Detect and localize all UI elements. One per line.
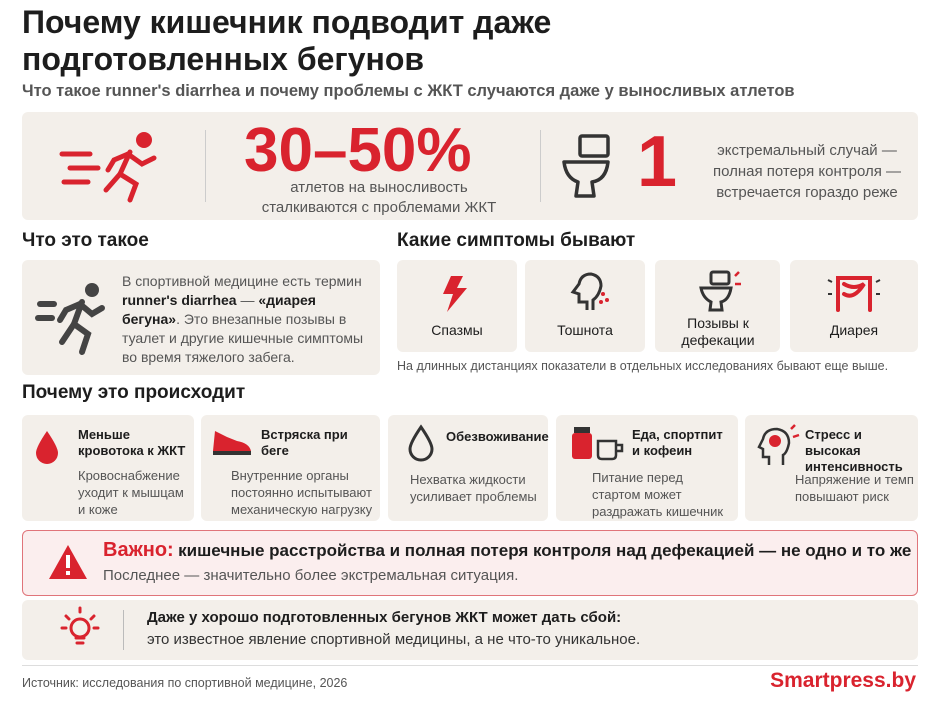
cause-title: Стресс и высокая интенсивность: [805, 427, 903, 474]
symptom-label: Позывы к дефекации: [681, 315, 755, 348]
cause-card: Меньше кровотока к ЖКТ Кровоснабжение ух…: [22, 415, 194, 521]
main-text: атлетов на выносливость сталкиваются с п…: [261, 179, 497, 216]
important-label: Важно:: [103, 539, 174, 561]
text: —: [236, 292, 259, 308]
tip-title: Даже у хорошо подготовленных бегунов ЖКТ…: [147, 609, 622, 626]
cause-title: Еда, спортпит и кофеин: [632, 427, 723, 458]
tip-text: это известное явление спортивной медицин…: [147, 631, 641, 648]
food-icon: [572, 427, 624, 461]
drop-icon: [408, 424, 434, 462]
cause-text: Внутренние органы постоянно испытывают м…: [231, 468, 373, 517]
important-box: Важно: кишечные расстройства и полная по…: [22, 530, 918, 596]
divider: [123, 610, 124, 650]
symptom-card: Спазмы: [397, 260, 517, 352]
cause-text: Нехватка жидкости усиливает проблемы: [410, 472, 537, 504]
text: . Это внезапные позывы в туалет и другие…: [122, 311, 364, 365]
cause-text: Питание перед стартом может раздражать к…: [592, 470, 724, 519]
what-box: В спортивной медицине есть термин runner…: [22, 260, 380, 375]
section-title: Что это такое: [22, 230, 149, 251]
cause-card: Встряска при беге Внутренние органы пост…: [201, 415, 380, 521]
important-text: кишечные расстройства и полная потеря ко…: [178, 541, 912, 560]
shoe-icon: [213, 431, 251, 455]
title: Почему кишечник подводит даже подготовле…: [22, 4, 552, 77]
bulb-icon: [60, 606, 100, 645]
important-line: Важно: кишечные расстройства и полная по…: [103, 539, 911, 562]
divider: [205, 130, 206, 202]
tip-box: Даже у хорошо подготовленных бегунов ЖКТ…: [22, 600, 918, 660]
extreme-value: 1: [637, 122, 678, 202]
term: «диарея бегуна»: [122, 292, 316, 327]
source: Источник: исследования по спортивной мед…: [22, 676, 348, 690]
cause-title: Меньше кровотока к ЖКТ: [78, 427, 186, 458]
main-value: 30–50%: [244, 116, 472, 185]
toilet-icon: [562, 134, 610, 198]
note: На длинных дистанциях показатели в отдел…: [397, 359, 889, 373]
intestine-icon: [827, 276, 881, 312]
brand: Smartpress.by: [770, 669, 916, 692]
cause-card: Еда, спортпит и кофеин Питание перед ста…: [556, 415, 738, 521]
term: runner's diarrhea: [122, 292, 237, 308]
symptom-label: Диарея: [829, 322, 879, 338]
footer-rule: [22, 665, 918, 666]
drop-icon: [36, 431, 58, 464]
divider: [540, 130, 541, 202]
spasm-icon: [443, 276, 467, 312]
subtitle: Что такое runner's diarrhea и почему про…: [22, 82, 795, 100]
what-text: В спортивной медицине есть термин runner…: [122, 272, 372, 367]
cause-title: Встряска при беге: [261, 427, 348, 458]
section-title: Какие симптомы бывают: [397, 230, 636, 251]
symptom-card: Диарея: [790, 260, 918, 352]
symptom-label: Тошнота: [557, 322, 613, 338]
warning-icon: [49, 545, 87, 579]
runner-icon: [35, 283, 105, 355]
cause-text: Напряжение и темп повышают риск: [795, 472, 914, 504]
runner-icon: [59, 132, 157, 203]
nausea-icon: [570, 272, 609, 310]
section-title: Почему это происходит: [22, 382, 246, 403]
toilet-icon: [699, 270, 741, 312]
text: В спортивной медицине есть термин: [122, 273, 362, 289]
cause-text: Кровоснабжение уходит к мышцам и коже: [78, 468, 184, 517]
cause-title: Обезвоживание: [446, 429, 549, 444]
symptom-label: Спазмы: [431, 322, 483, 338]
stress-icon: [757, 424, 800, 465]
symptom-card: Позывы к дефекации: [655, 260, 780, 352]
extreme-text: экстремальный случай — полная потеря кон…: [712, 142, 902, 201]
important-subtext: Последнее — значительно более экстремаль…: [103, 567, 519, 584]
cause-card: Стресс и высокая интенсивность Напряжени…: [745, 415, 918, 521]
cause-card: Обезвоживание Нехватка жидкости усиливае…: [388, 415, 549, 521]
symptom-card: Тошнота: [525, 260, 645, 352]
stats-box: 30–50% атлетов на выносливость сталкиваю…: [22, 112, 918, 220]
